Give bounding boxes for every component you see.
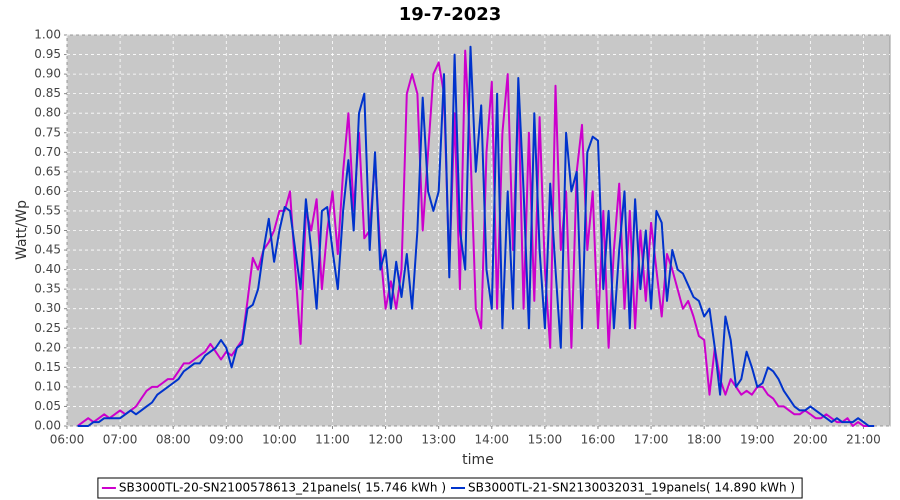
x-tick-label: 13:00: [421, 433, 456, 447]
legend-box: [97, 477, 803, 499]
y-tick-label: 0.05: [34, 399, 61, 413]
x-axis-label: time: [462, 452, 494, 468]
legend-label: SB3000TL-21-SN2130032031_19panels( 14.89…: [468, 481, 795, 495]
x-tick-label: 15:00: [528, 433, 563, 447]
x-tick-label: 09:00: [209, 433, 244, 447]
y-tick-label: 0.60: [34, 184, 61, 198]
chart-title: 19-7-2023: [399, 4, 502, 25]
x-tick-label: 14:00: [474, 433, 509, 447]
y-tick-label: 0.80: [34, 106, 61, 120]
y-tick-label: 0.55: [34, 203, 61, 217]
x-tick-label: 19:00: [740, 433, 775, 447]
y-tick-label: 0.90: [34, 67, 61, 81]
x-tick-label: 20:00: [793, 433, 828, 447]
x-tick-label: 21:00: [846, 433, 881, 447]
y-tick-label: 1.00: [34, 28, 61, 42]
y-tick-label: 0.85: [34, 86, 61, 100]
x-tick-label: 07:00: [103, 433, 138, 447]
y-tick-label: 0.20: [34, 340, 61, 354]
x-tick-label: 06:00: [50, 433, 85, 447]
y-tick-label: 0.40: [34, 262, 61, 276]
data-line: [77, 45, 875, 427]
y-tick-label: 0.70: [34, 145, 61, 159]
x-tick-label: 08:00: [156, 433, 191, 447]
y-tick-label: 0.30: [34, 301, 61, 315]
y-tick-label: 0.10: [34, 379, 61, 393]
y-tick-label: 0.50: [34, 223, 61, 237]
y-axis-label: Watt/Wp: [14, 200, 30, 260]
y-tick-label: 0.75: [34, 125, 61, 139]
y-tick-label: 0.45: [34, 243, 61, 257]
data-line: [77, 49, 875, 427]
y-tick-label: 0.15: [34, 360, 61, 374]
x-tick-label: 10:00: [262, 433, 297, 447]
x-tick-label: 17:00: [634, 433, 669, 447]
legend-label: SB3000TL-20-SN2100578613_21panels( 15.74…: [119, 481, 446, 495]
x-tick-label: 16:00: [581, 433, 616, 447]
y-tick-label: 0.00: [34, 419, 61, 433]
x-tick-label: 18:00: [687, 433, 722, 447]
y-tick-label: 0.25: [34, 321, 61, 335]
x-tick-label: 11:00: [315, 433, 350, 447]
y-tick-label: 0.95: [34, 47, 61, 61]
x-tick-label: 12:00: [368, 433, 403, 447]
y-tick-label: 0.65: [34, 164, 61, 178]
y-tick-label: 0.35: [34, 282, 61, 296]
